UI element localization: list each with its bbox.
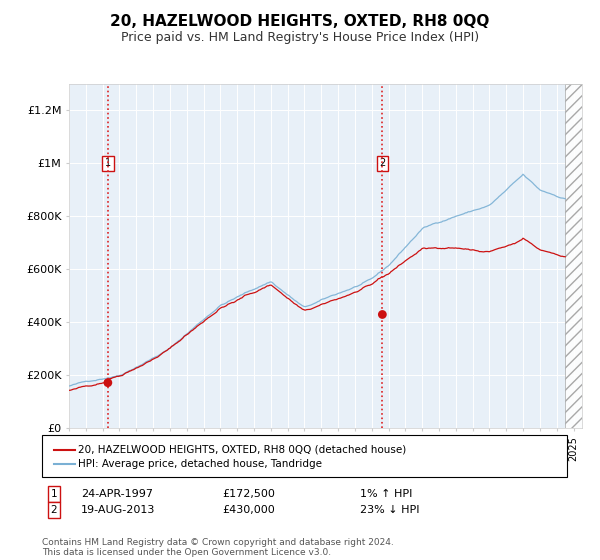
Text: Price paid vs. HM Land Registry's House Price Index (HPI): Price paid vs. HM Land Registry's House … (121, 31, 479, 44)
Point (103, 378, 113, 387)
Text: 24-APR-1997: 24-APR-1997 (81, 489, 153, 499)
Point (377, 310, 387, 319)
Text: 1: 1 (105, 158, 111, 169)
Text: 23% ↓ HPI: 23% ↓ HPI (360, 505, 419, 515)
Bar (565, 84, 582, 428)
Text: HPI: Average price, detached house, Tandridge: HPI: Average price, detached house, Tand… (78, 459, 322, 469)
Text: 19-AUG-2013: 19-AUG-2013 (81, 505, 155, 515)
Text: Contains HM Land Registry data © Crown copyright and database right 2024.
This d: Contains HM Land Registry data © Crown c… (42, 538, 394, 557)
Text: £172,500: £172,500 (222, 489, 275, 499)
Text: 2: 2 (379, 158, 385, 169)
Text: £430,000: £430,000 (222, 505, 275, 515)
Text: 1: 1 (50, 489, 58, 499)
Text: 20, HAZELWOOD HEIGHTS, OXTED, RH8 0QQ: 20, HAZELWOOD HEIGHTS, OXTED, RH8 0QQ (110, 14, 490, 29)
Text: 20, HAZELWOOD HEIGHTS, OXTED, RH8 0QQ (detached house): 20, HAZELWOOD HEIGHTS, OXTED, RH8 0QQ (d… (78, 445, 406, 455)
Text: 2: 2 (50, 505, 58, 515)
Text: 1% ↑ HPI: 1% ↑ HPI (360, 489, 412, 499)
